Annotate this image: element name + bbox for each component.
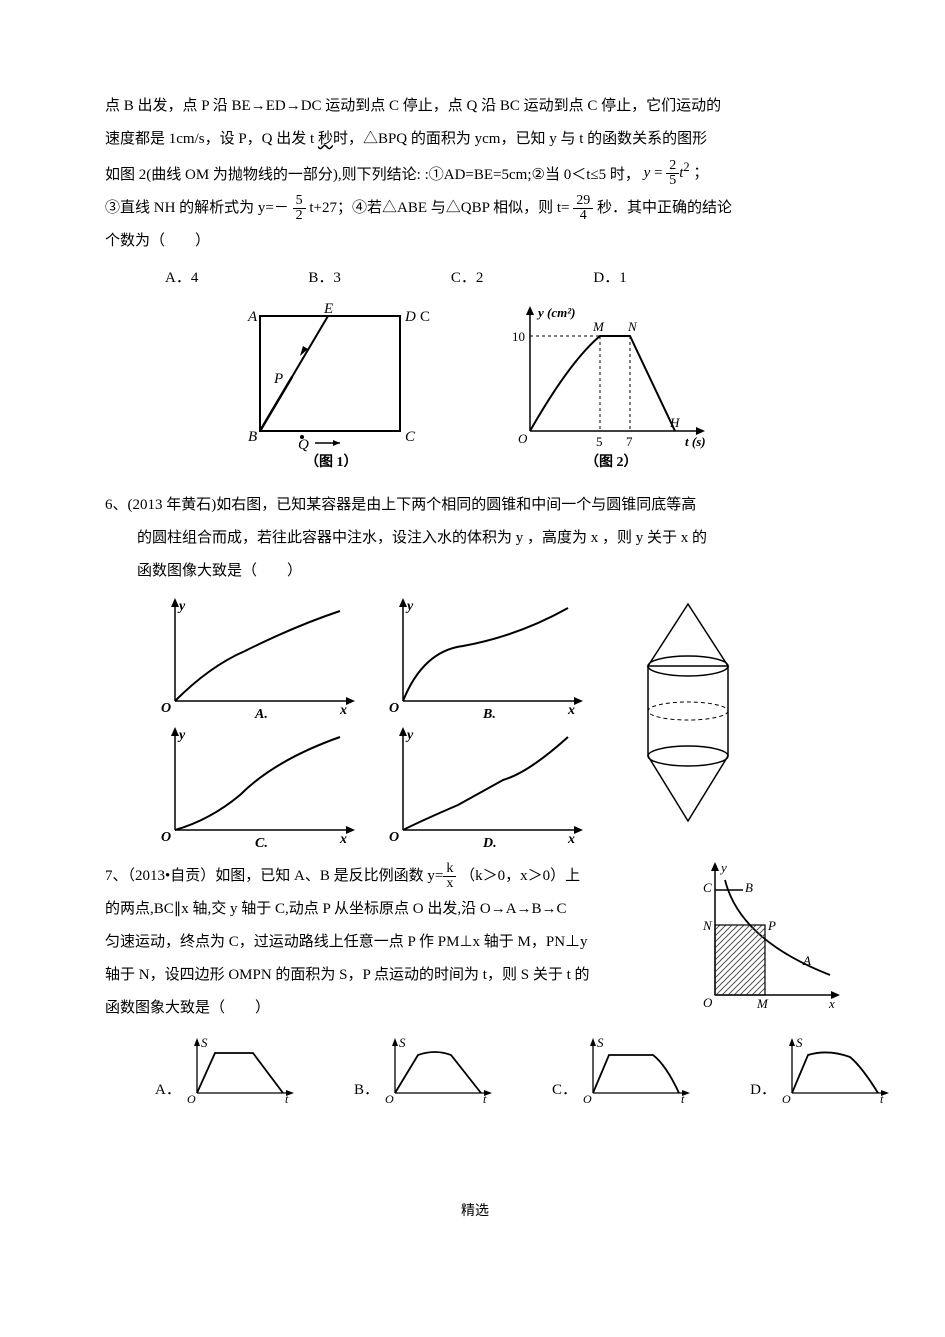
- svg-text:M: M: [756, 996, 769, 1011]
- q7-formula: y=kx: [427, 868, 456, 884]
- q6-label-c: C.: [255, 829, 268, 860]
- lbl-7: 7: [626, 434, 633, 449]
- svg-text:P: P: [767, 918, 776, 933]
- q5-l2b: 时，△BPQ 的面积为 ycm，已知 y 与 t 的函数关系的图形: [333, 131, 707, 147]
- q7-row: 7、（2013•自贡）如图，已知 A、B 是反比例函数 y=kx （k＞0，x＞…: [105, 860, 845, 1025]
- lbl-O: O: [518, 431, 528, 446]
- lbl-D: D: [404, 309, 416, 325]
- svg-text:y: y: [177, 728, 186, 743]
- lbl-B: B: [248, 429, 257, 445]
- svg-text:x: x: [567, 703, 575, 716]
- q7-line1: 7、（2013•自贡）如图，已知 A、B 是反比例函数 y=kx （k＞0，x＞…: [105, 860, 687, 893]
- page-footer: 精选: [105, 1197, 845, 1228]
- svg-text:O: O: [782, 1092, 791, 1106]
- frac-5-2: 52: [293, 194, 306, 223]
- q7-line3: 匀速运动，终点为 C，过运动路线上任意一点 P 作 PM⊥x 轴于 M，PN⊥y: [105, 926, 687, 959]
- lbl-A: A: [247, 309, 258, 325]
- lbl-E: E: [323, 301, 333, 317]
- svg-text:S: S: [597, 1035, 604, 1050]
- q5-l3a: 如图 2(曲线 OM 为抛物线的一部分),则下列结论: :①AD=BE=5cm;…: [105, 167, 640, 183]
- lbl-t: t (s): [685, 434, 706, 449]
- q7-opt-b: B． S O t: [354, 1035, 498, 1107]
- q5-formula: y = 25t2 ；: [644, 165, 709, 181]
- q6-line3: 函数图像大致是（ ）: [137, 555, 845, 588]
- q6-opt-c: y x O C.: [155, 725, 365, 850]
- svg-text:x: x: [828, 996, 835, 1011]
- lbl-P: P: [273, 371, 283, 387]
- q7-opt-a: A． S O t: [155, 1035, 300, 1107]
- q6-opt-d: y x O D.: [383, 725, 593, 850]
- svg-text:y: y: [719, 860, 727, 875]
- lbl-y: y (cm²): [536, 305, 575, 320]
- fig2-caption: （图 2）: [585, 454, 638, 470]
- svg-text:x: x: [339, 832, 347, 845]
- q5-opt-d: D．1: [593, 262, 626, 295]
- lbl-C: C: [405, 429, 416, 445]
- q5-line5: 个数为（ ）: [105, 225, 845, 258]
- lbl-N: N: [627, 319, 638, 334]
- q6-option-grid: y x O A. y x O B. y x: [155, 596, 593, 850]
- lbl-Q: Q: [298, 437, 309, 453]
- q6-label-d: D.: [483, 829, 497, 860]
- q5-line4: ③直线 NH 的解析式为 y=－ 52 t+27；④若△ABE 与△QBP 相似…: [105, 192, 845, 225]
- q5-l2a: 速度都是 1cm/s，设 P，Q 出发 t: [105, 131, 318, 147]
- q6-line1: 6、(2013 年黄石)如右图，已知某容器是由上下两个相同的圆锥和中间一个与圆锥…: [105, 489, 845, 522]
- lbl-H: H: [669, 415, 680, 430]
- q5-l4a: ③直线 NH 的解析式为 y=－: [105, 200, 289, 216]
- svg-text:O: O: [385, 1092, 394, 1106]
- fig1-caption: （图 1）: [305, 454, 358, 470]
- svg-text:O: O: [703, 995, 713, 1010]
- svg-text:y: y: [405, 599, 414, 614]
- q7-line2: 的两点,BC∥x 轴,交 y 轴于 C,动点 P 从坐标原点 O 出发,沿 O→…: [105, 893, 687, 926]
- q5-opt-a: A．4: [165, 262, 198, 295]
- lbl-5: 5: [596, 434, 603, 449]
- q7-options: A． S O t B． S O t C． S O t: [155, 1035, 895, 1107]
- svg-text:x: x: [567, 832, 575, 845]
- q7-text: 7、（2013•自贡）如图，已知 A、B 是反比例函数 y=kx （k＞0，x＞…: [105, 860, 687, 1025]
- svg-text:O: O: [389, 701, 399, 716]
- svg-text:y: y: [405, 728, 414, 743]
- q5-line2: 速度都是 1cm/s，设 P，Q 出发 t 秒时，△BPQ 的面积为 ycm，已…: [105, 123, 845, 156]
- q5-line1: 点 B 出发，点 P 沿 BE→ED→DC 运动到点 C 停止，点 Q 沿 BC…: [105, 90, 845, 123]
- q5-options: A．4 B．3 C．2 D．1: [165, 262, 845, 295]
- svg-text:O: O: [389, 830, 399, 845]
- q7-line5: 函数图象大致是（ ）: [105, 992, 687, 1025]
- q5-fig1: A E D C P B C Q （图 1）: [230, 301, 430, 471]
- lbl-10: 10: [512, 329, 525, 344]
- q6-opt-a: y x O A.: [155, 596, 365, 721]
- lbl-M: M: [592, 319, 605, 334]
- svg-text:O: O: [583, 1092, 592, 1106]
- svg-text:B: B: [745, 880, 753, 895]
- q7-opt-d: D． S O t: [750, 1035, 895, 1107]
- svg-text:O: O: [161, 830, 171, 845]
- q5-line3: 如图 2(曲线 OM 为抛物线的一部分),则下列结论: :①AD=BE=5cm;…: [105, 156, 845, 192]
- q6-opt-b: y x O B.: [383, 596, 593, 721]
- q5-fig2: y (cm²) 10 M N O 5 7 H t (s) （图 2）: [500, 301, 720, 471]
- frac-29-4: 294: [573, 194, 593, 223]
- q7-line4: 轴于 N，设四边形 OMPN 的面积为 S，P 点运动的时间为 t，则 S 关于…: [105, 959, 687, 992]
- svg-text:O: O: [187, 1092, 196, 1106]
- svg-text:C: C: [703, 880, 712, 895]
- q5-opt-b: B．3: [308, 262, 341, 295]
- svg-text:y: y: [177, 599, 186, 614]
- lbl-extraC: C: [420, 309, 430, 325]
- q7-opt-c: C． S O t: [552, 1035, 696, 1107]
- q5-opt-c: C．2: [451, 262, 484, 295]
- q6-container-icon: [623, 596, 753, 846]
- q7-diagram: C B N P A O M y x: [695, 860, 845, 1020]
- q6-figwrap: y x O A. y x O B. y x: [155, 596, 845, 850]
- q5-wavy: 秒: [318, 131, 333, 147]
- q5-l4b: t+27；④若△ABE 与△QBP 相似，则 t=: [309, 200, 569, 216]
- svg-text:x: x: [339, 703, 347, 716]
- svg-text:S: S: [796, 1035, 803, 1050]
- svg-text:S: S: [201, 1035, 208, 1050]
- q6-line2: 的圆柱组合而成，若往此容器中注水，设注入水的体积为 y ，高度为 x ，则 y …: [137, 522, 845, 555]
- q5-l4c: 秒．其中正确的结论: [597, 200, 732, 216]
- svg-text:N: N: [702, 918, 713, 933]
- svg-text:O: O: [161, 701, 171, 716]
- svg-text:S: S: [399, 1035, 406, 1050]
- q5-figures: A E D C P B C Q （图 1） y (cm²) 10 M N O 5…: [105, 301, 845, 471]
- svg-text:A: A: [802, 953, 811, 968]
